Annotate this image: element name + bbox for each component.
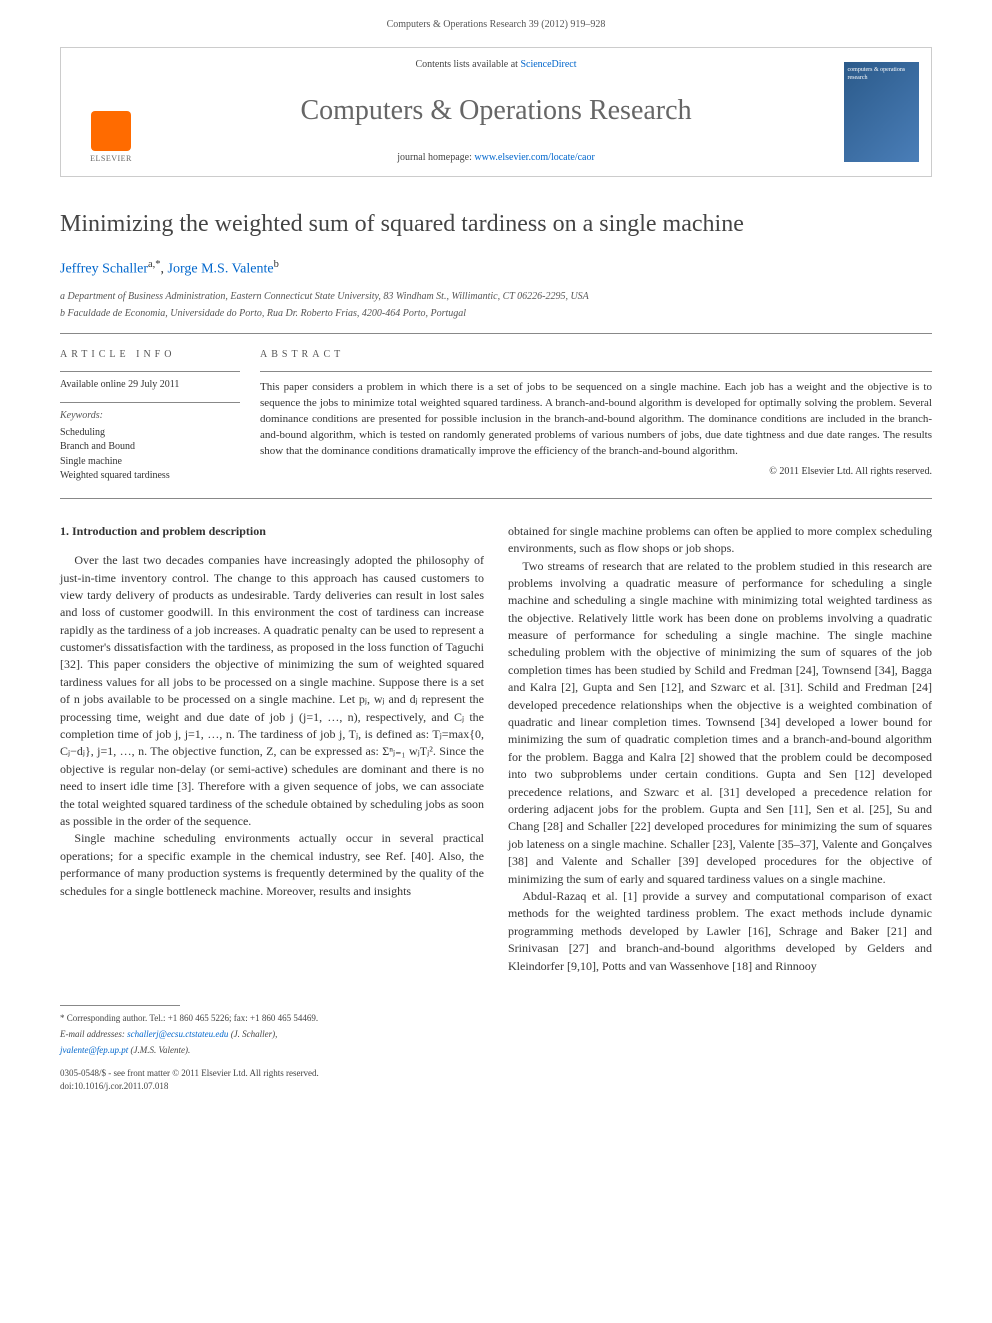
- doi-block: 0305-0548/$ - see front matter © 2011 El…: [60, 1067, 932, 1093]
- elsevier-text: ELSEVIER: [90, 153, 132, 165]
- journal-cover-thumb: computers & operations research: [844, 62, 919, 162]
- keyword-3: Single machine: [60, 455, 240, 470]
- doi: doi:10.1016/j.cor.2011.07.018: [60, 1080, 932, 1093]
- email-2[interactable]: jvalente@fep.up.pt: [60, 1045, 128, 1055]
- email-line-2: jvalente@fep.up.pt (J.M.S. Valente).: [60, 1044, 932, 1057]
- email-line: E-mail addresses: schallerj@ecsu.ctstate…: [60, 1028, 932, 1041]
- affiliations: a Department of Business Administration,…: [60, 290, 932, 321]
- affiliation-b: b Faculdade de Economia, Universidade do…: [60, 307, 932, 322]
- body-columns: 1. Introduction and problem description …: [60, 523, 932, 975]
- affiliation-a: a Department of Business Administration,…: [60, 290, 932, 305]
- banner-cover: computers & operations research: [831, 48, 931, 176]
- article-title: Minimizing the weighted sum of squared t…: [60, 207, 932, 242]
- col2-para-2: Two streams of research that are related…: [508, 558, 932, 888]
- contents-line: Contents lists available at ScienceDirec…: [415, 58, 576, 73]
- footer-rule: [60, 1005, 180, 1006]
- column-right: obtained for single machine problems can…: [508, 523, 932, 975]
- abstract-heading: ABSTRACT: [260, 348, 932, 363]
- authors-line: Jeffrey Schallera,*, Jorge M.S. Valenteb: [60, 257, 932, 280]
- elsevier-tree-icon: [91, 111, 131, 151]
- author-2-sup: b: [274, 259, 279, 270]
- citation-text: Computers & Operations Research 39 (2012…: [387, 19, 606, 30]
- author-1[interactable]: Jeffrey Schaller: [60, 262, 148, 277]
- author-sep: ,: [161, 262, 168, 277]
- footer: * Corresponding author. Tel.: +1 860 465…: [60, 1005, 932, 1093]
- column-left: 1. Introduction and problem description …: [60, 523, 484, 975]
- banner-publisher: ELSEVIER: [61, 48, 161, 176]
- col1-para-2: Single machine scheduling environments a…: [60, 830, 484, 900]
- cover-title: computers & operations research: [848, 66, 915, 83]
- homepage-line: journal homepage: www.elsevier.com/locat…: [397, 151, 595, 166]
- col2-para-3: Abdul-Razaq et al. [1] provide a survey …: [508, 888, 932, 975]
- section-1-heading: 1. Introduction and problem description: [60, 523, 484, 540]
- email-2-name: (J.M.S. Valente).: [128, 1045, 190, 1055]
- abstract-text: This paper considers a problem in which …: [260, 380, 932, 460]
- keyword-4: Weighted squared tardiness: [60, 469, 240, 484]
- keyword-2: Branch and Bound: [60, 440, 240, 455]
- contents-prefix: Contents lists available at: [415, 59, 520, 70]
- homepage-link[interactable]: www.elsevier.com/locate/caor: [474, 152, 594, 163]
- keyword-1: Scheduling: [60, 426, 240, 441]
- abstract-rule: [260, 371, 932, 372]
- sciencedirect-link[interactable]: ScienceDirect: [520, 59, 576, 70]
- front-matter: 0305-0548/$ - see front matter © 2011 El…: [60, 1067, 932, 1080]
- journal-name: Computers & Operations Research: [300, 91, 691, 132]
- keywords-label: Keywords:: [60, 409, 240, 424]
- homepage-prefix: journal homepage:: [397, 152, 474, 163]
- journal-banner: ELSEVIER Contents lists available at Sci…: [60, 47, 932, 177]
- corresponding-author: * Corresponding author. Tel.: +1 860 465…: [60, 1012, 932, 1025]
- abstract-column: ABSTRACT This paper considers a problem …: [260, 348, 932, 484]
- abstract-copyright: © 2011 Elsevier Ltd. All rights reserved…: [260, 465, 932, 480]
- info-heading: ARTICLE INFO: [60, 348, 240, 363]
- elsevier-logo: ELSEVIER: [81, 108, 141, 168]
- col1-para-1: Over the last two decades companies have…: [60, 552, 484, 830]
- col2-para-1: obtained for single machine problems can…: [508, 523, 932, 558]
- available-online: Available online 29 July 2011: [60, 378, 240, 393]
- email-1[interactable]: schallerj@ecsu.ctstateu.edu: [127, 1029, 228, 1039]
- article-info-column: ARTICLE INFO Available online 29 July 20…: [60, 348, 260, 484]
- running-header: Computers & Operations Research 39 (2012…: [0, 0, 992, 47]
- email-1-name: (J. Schaller),: [228, 1029, 277, 1039]
- author-1-sup: a,*: [148, 259, 161, 270]
- info-rule-2: [60, 402, 240, 403]
- email-prefix: E-mail addresses:: [60, 1029, 127, 1039]
- info-rule-1: [60, 371, 240, 372]
- separator-bottom: [60, 498, 932, 499]
- banner-center: Contents lists available at ScienceDirec…: [161, 48, 831, 176]
- author-2[interactable]: Jorge M.S. Valente: [168, 262, 274, 277]
- info-abstract-row: ARTICLE INFO Available online 29 July 20…: [60, 334, 932, 498]
